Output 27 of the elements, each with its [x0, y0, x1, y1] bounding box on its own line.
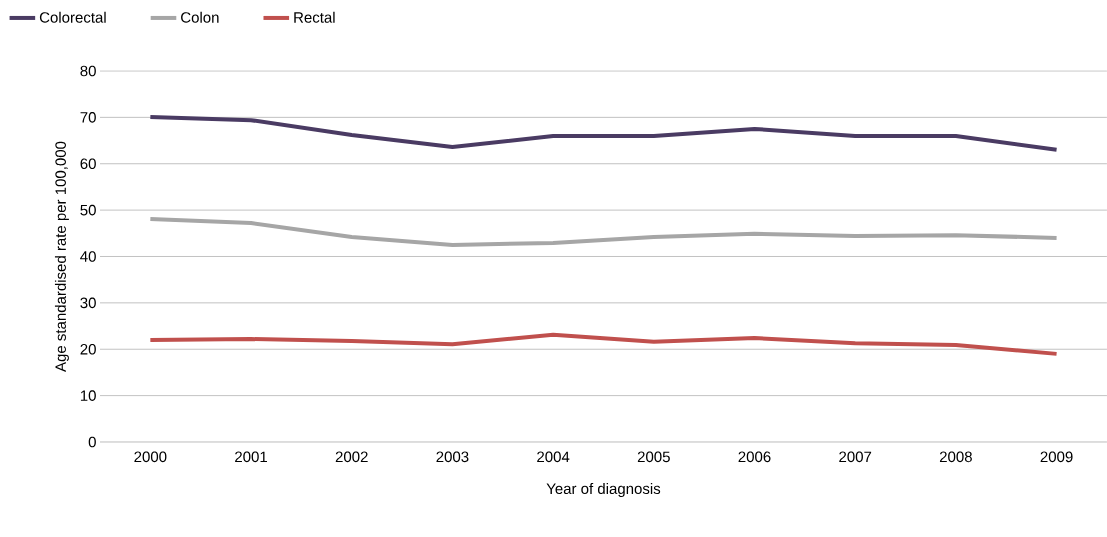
line-series: [148, 216, 1059, 247]
legend-label: Colon: [181, 11, 219, 23]
x-tick-label: 2005: [637, 451, 670, 463]
x-tick-label: 2002: [335, 451, 368, 463]
legend-label: Rectal: [294, 11, 335, 23]
y-tick-label: 50: [80, 204, 96, 216]
x-tick-label: 2003: [436, 451, 469, 463]
y-tick-label: 60: [80, 158, 96, 170]
x-tick-label: 2008: [939, 451, 972, 463]
x-tick-label: 2006: [738, 451, 771, 463]
line-series: [148, 332, 1059, 356]
legend-label: Colorectal: [39, 11, 106, 23]
y-tick-label: 10: [80, 390, 96, 401]
y-tick-label: 0: [88, 436, 96, 448]
x-axis-title: Year of diagnosis: [546, 483, 661, 497]
y-tick-label: 40: [80, 251, 96, 262]
y-tick-label: 20: [80, 343, 96, 355]
x-tick-label: 2000: [134, 451, 167, 463]
x-tick-label: 2004: [537, 451, 570, 463]
y-tick-label: 70: [80, 112, 96, 123]
x-tick-label: 2009: [1040, 451, 1073, 463]
y-axis-title: Age standardised rate per 100,000: [54, 141, 69, 372]
y-tick-label: 80: [80, 65, 96, 77]
y-tick-label: 30: [80, 297, 96, 309]
x-tick-label: 2007: [839, 451, 872, 463]
x-tick-label: 2001: [235, 451, 267, 463]
line-series: [148, 114, 1059, 152]
